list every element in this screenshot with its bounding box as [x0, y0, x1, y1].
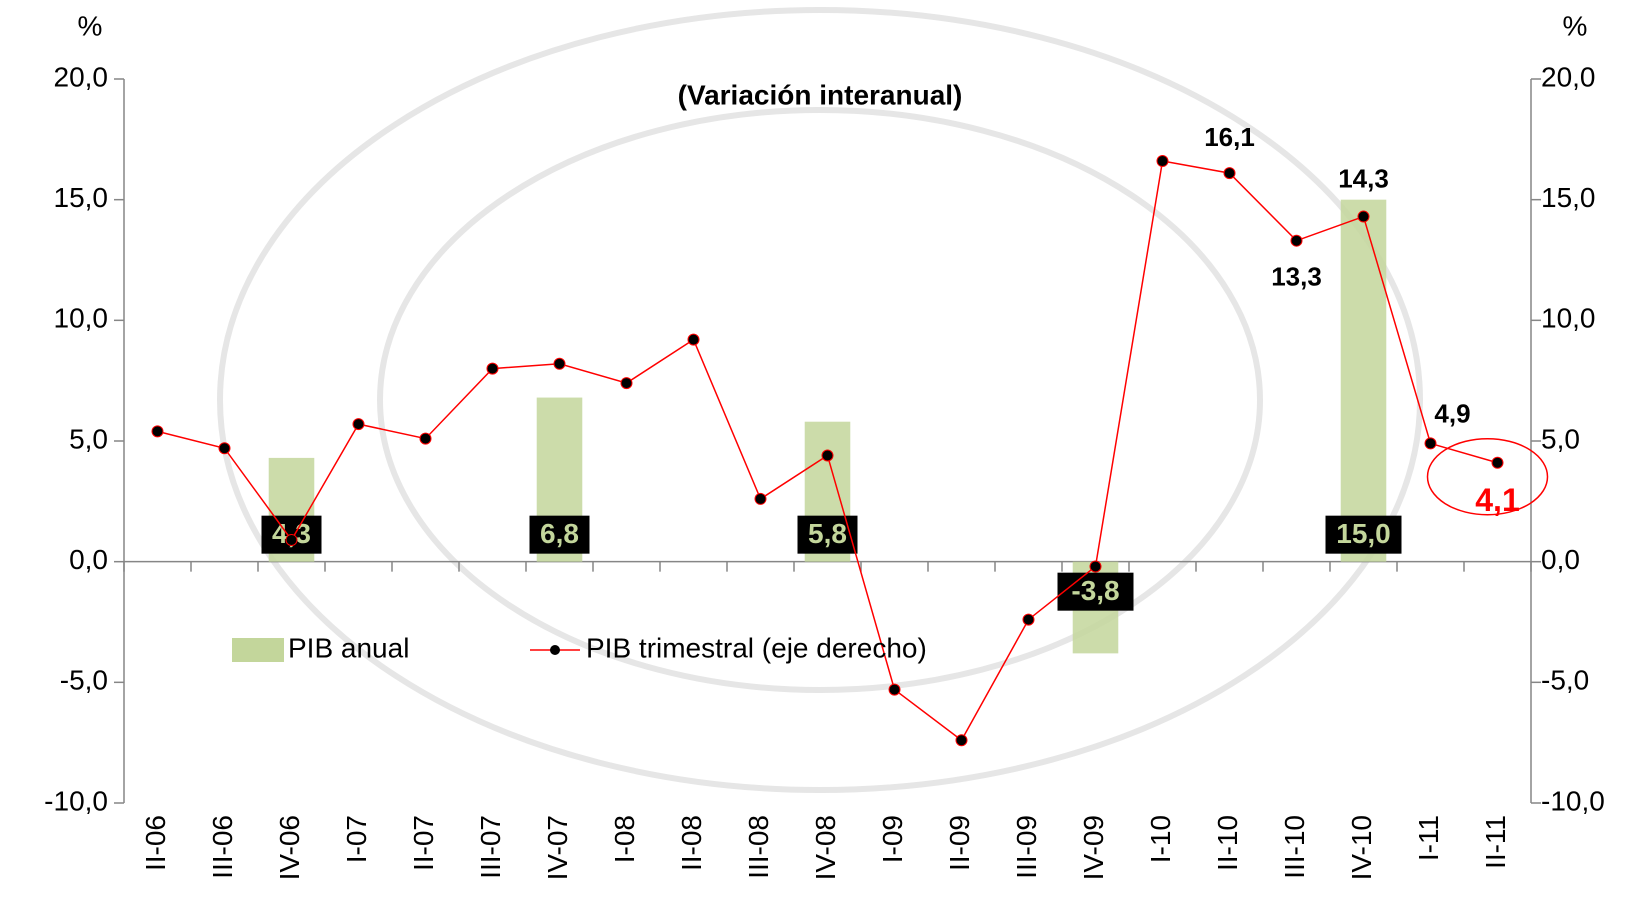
bar-label-box: [529, 515, 590, 554]
x-tick-label: IV-08: [810, 815, 841, 880]
y-tick-label: 10,0: [54, 303, 109, 334]
x-tick-label: II-06: [140, 815, 171, 871]
line-value-label: 4,9: [1434, 398, 1470, 428]
line-value-label: 13,3: [1271, 262, 1322, 292]
y2-tick-label: 20,0: [1541, 61, 1596, 92]
y-tick-label: -10,0: [44, 785, 108, 816]
line-marker: [553, 357, 566, 370]
y-tick-label: 0,0: [69, 544, 108, 575]
y2-axis-label: %: [1563, 10, 1588, 41]
y-axis-label: %: [78, 10, 103, 41]
y-tick-label: 15,0: [54, 182, 109, 213]
line-marker: [1290, 234, 1303, 247]
line-value-label: 4,1: [1475, 482, 1519, 518]
line-marker: [285, 533, 298, 546]
x-tick-label: I-11: [1413, 815, 1444, 861]
line-marker: [687, 333, 700, 346]
bar-value-label: 15,0: [1336, 518, 1391, 549]
legend-label: PIB trimestral (eje derecho): [586, 632, 927, 663]
line-marker: [888, 683, 901, 696]
highlight-circle: [1426, 437, 1549, 516]
legend-swatch: [550, 645, 560, 655]
x-tick-label: I-09: [877, 815, 908, 863]
line-marker: [1424, 437, 1437, 450]
x-tick-label: II-11: [1480, 815, 1511, 869]
y-tick-label: 5,0: [69, 423, 108, 454]
bar-value-label: 6,8: [540, 518, 579, 549]
bar-label-box: [797, 515, 858, 554]
line-marker: [419, 432, 432, 445]
bar-value-label: -3,8: [1071, 575, 1119, 606]
x-tick-label: IV-07: [542, 815, 573, 880]
line-marker: [754, 492, 767, 505]
x-tick-label: II-08: [676, 815, 707, 871]
line-marker: [1022, 613, 1035, 626]
y2-tick-label: 5,0: [1541, 423, 1580, 454]
y2-tick-label: 10,0: [1541, 303, 1596, 334]
line-marker: [1357, 210, 1370, 223]
bar-value-label: 5,8: [808, 518, 847, 549]
line-marker: [352, 418, 365, 431]
y2-tick-label: -5,0: [1541, 665, 1589, 696]
line-marker: [218, 442, 231, 455]
x-tick-label: III-07: [475, 815, 506, 879]
line-marker: [151, 425, 164, 438]
line-marker: [821, 449, 834, 462]
x-tick-label: II-09: [944, 815, 975, 871]
watermark: [217, 7, 1423, 793]
y-tick-label: -5,0: [60, 665, 108, 696]
bar: [1340, 199, 1387, 562]
x-tick-label: IV-06: [274, 815, 305, 880]
legend-label: PIB anual: [288, 632, 409, 663]
y2-tick-label: -10,0: [1541, 785, 1605, 816]
bar-label-box: [1325, 515, 1402, 554]
y2-tick-label: 0,0: [1541, 544, 1580, 575]
x-tick-label: III-10: [1279, 815, 1310, 879]
line-value-label: 14,3: [1338, 163, 1389, 193]
chart-title: (Variación interanual): [678, 79, 963, 110]
line-marker: [1089, 560, 1102, 573]
line-marker: [955, 734, 968, 747]
line-marker: [1491, 456, 1504, 469]
x-tick-label: II-10: [1212, 815, 1243, 871]
line-value-label: 16,1: [1204, 122, 1255, 152]
x-tick-label: I-10: [1145, 815, 1176, 863]
line-marker: [1223, 167, 1236, 180]
x-tick-label: III-09: [1011, 815, 1042, 879]
x-tick-label: I-07: [341, 815, 372, 863]
line-marker: [486, 362, 499, 375]
legend: PIB anual PIB trimestral (eje derecho): [232, 632, 927, 663]
x-tick-label: IV-10: [1346, 815, 1377, 880]
line-marker: [1156, 155, 1169, 168]
x-tick-label: I-08: [609, 815, 640, 863]
x-tick-label: IV-09: [1078, 815, 1109, 880]
y2-tick-label: 15,0: [1541, 182, 1596, 213]
line-marker: [620, 377, 633, 390]
x-tick-label: III-06: [207, 815, 238, 879]
y-tick-label: 20,0: [54, 61, 109, 92]
legend-swatch: [232, 638, 284, 662]
bar-label-box: [1057, 572, 1134, 611]
x-tick-label: III-08: [743, 815, 774, 879]
x-tick-label: II-07: [408, 815, 439, 871]
